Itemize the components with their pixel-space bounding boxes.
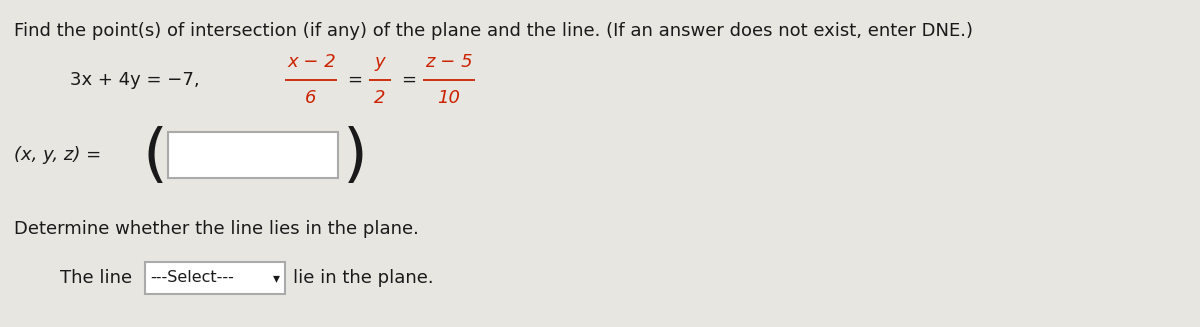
Text: ---Select---: ---Select--- — [150, 270, 234, 285]
Text: Find the point(s) of intersection (if any) of the plane and the line. (If an ans: Find the point(s) of intersection (if an… — [14, 22, 973, 40]
Text: The line: The line — [60, 269, 132, 287]
Polygon shape — [168, 132, 338, 178]
Text: x − 2: x − 2 — [287, 53, 336, 71]
Text: z − 5: z − 5 — [425, 53, 473, 71]
Text: 3x + 4y = −7,: 3x + 4y = −7, — [70, 71, 199, 89]
Text: =: = — [401, 71, 416, 89]
Text: =: = — [347, 71, 362, 89]
Text: Determine whether the line lies in the plane.: Determine whether the line lies in the p… — [14, 220, 419, 238]
Text: 10: 10 — [438, 89, 461, 107]
Text: ): ) — [342, 126, 367, 188]
Text: ▾: ▾ — [274, 271, 280, 285]
Text: y: y — [374, 53, 385, 71]
Text: (: ( — [143, 126, 168, 188]
Text: lie in the plane.: lie in the plane. — [293, 269, 433, 287]
Text: 6: 6 — [305, 89, 317, 107]
Text: (x, y, z) =: (x, y, z) = — [14, 146, 101, 164]
Text: 2: 2 — [374, 89, 385, 107]
Polygon shape — [145, 262, 286, 294]
